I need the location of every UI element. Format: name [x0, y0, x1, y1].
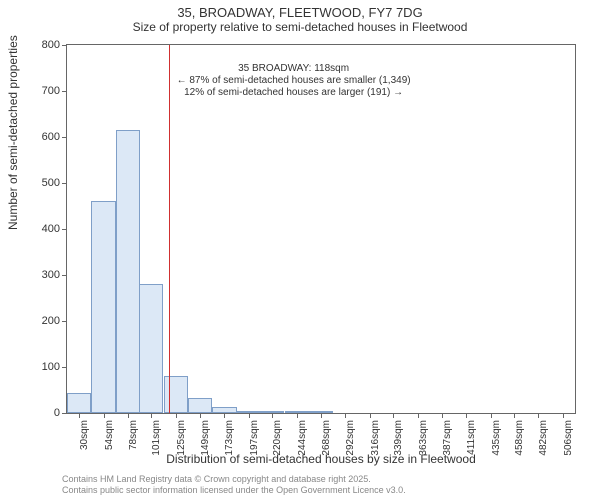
xtick-mark	[345, 414, 346, 418]
xtick-mark	[538, 414, 539, 418]
ytick-mark	[62, 45, 66, 46]
xtick-label: 54sqm	[104, 420, 115, 460]
xtick-mark	[442, 414, 443, 418]
ytick-label: 100	[42, 361, 60, 373]
xtick-label: 363sqm	[418, 420, 429, 460]
xtick-mark	[200, 414, 201, 418]
xtick-label: 78sqm	[128, 420, 139, 460]
ytick-label: 0	[54, 407, 60, 419]
xtick-label: 149sqm	[200, 420, 211, 460]
ytick-mark	[62, 229, 66, 230]
histogram-bar	[139, 284, 163, 413]
ytick-mark	[62, 183, 66, 184]
title-block: 35, BROADWAY, FLEETWOOD, FY7 7DG Size of…	[0, 5, 600, 34]
xtick-label: 482sqm	[538, 420, 549, 460]
histogram-bar	[91, 201, 115, 413]
ytick-label: 500	[42, 177, 60, 189]
annotation-line3: 12% of semi-detached houses are larger (…	[177, 87, 411, 99]
xtick-mark	[224, 414, 225, 418]
xtick-mark	[79, 414, 80, 418]
xtick-mark	[563, 414, 564, 418]
xtick-mark	[272, 414, 273, 418]
xtick-label: 220sqm	[272, 420, 283, 460]
xtick-label: 173sqm	[224, 420, 235, 460]
xtick-label: 435sqm	[491, 420, 502, 460]
xtick-mark	[249, 414, 250, 418]
chart-title-line1: 35, BROADWAY, FLEETWOOD, FY7 7DG	[0, 5, 600, 20]
xtick-label: 458sqm	[514, 420, 525, 460]
xtick-mark	[370, 414, 371, 418]
chart-title-line2: Size of property relative to semi-detach…	[0, 20, 600, 34]
annotation-line2: ← 87% of semi-detached houses are smalle…	[177, 75, 411, 87]
xtick-label: 125sqm	[176, 420, 187, 460]
ytick-mark	[62, 413, 66, 414]
histogram-bar	[188, 398, 212, 413]
y-axis-label: Number of semi-detached properties	[6, 35, 20, 230]
xtick-label: 411sqm	[466, 420, 477, 460]
histogram-bar	[67, 393, 91, 413]
xtick-label: 387sqm	[442, 420, 453, 460]
xtick-mark	[466, 414, 467, 418]
ytick-mark	[62, 367, 66, 368]
chart-container: 35, BROADWAY, FLEETWOOD, FY7 7DG Size of…	[0, 0, 600, 500]
xtick-mark	[176, 414, 177, 418]
xtick-mark	[297, 414, 298, 418]
xtick-label: 268sqm	[321, 420, 332, 460]
xtick-mark	[491, 414, 492, 418]
xtick-label: 244sqm	[297, 420, 308, 460]
histogram-bar	[164, 376, 188, 413]
xtick-mark	[514, 414, 515, 418]
xtick-label: 197sqm	[249, 420, 260, 460]
ytick-label: 300	[42, 269, 60, 281]
xtick-label: 316sqm	[370, 420, 381, 460]
xtick-label: 292sqm	[345, 420, 356, 460]
xtick-mark	[128, 414, 129, 418]
histogram-bar	[237, 411, 261, 413]
histogram-bar	[309, 411, 333, 413]
plot-area: 35 BROADWAY: 118sqm← 87% of semi-detache…	[66, 44, 576, 414]
histogram-bar	[285, 411, 309, 413]
xtick-label: 506sqm	[563, 420, 574, 460]
reference-line	[169, 45, 170, 413]
xtick-mark	[418, 414, 419, 418]
xtick-mark	[151, 414, 152, 418]
histogram-bar	[260, 411, 284, 413]
ytick-mark	[62, 321, 66, 322]
histogram-bar	[116, 130, 140, 413]
footer-line1: Contains HM Land Registry data © Crown c…	[62, 474, 406, 485]
xtick-label: 101sqm	[151, 420, 162, 460]
chart-footer: Contains HM Land Registry data © Crown c…	[62, 474, 406, 496]
xtick-mark	[393, 414, 394, 418]
xtick-label: 339sqm	[393, 420, 404, 460]
xtick-mark	[104, 414, 105, 418]
ytick-mark	[62, 137, 66, 138]
ytick-label: 600	[42, 131, 60, 143]
ytick-label: 200	[42, 315, 60, 327]
xtick-mark	[321, 414, 322, 418]
ytick-mark	[62, 275, 66, 276]
ytick-mark	[62, 91, 66, 92]
ytick-label: 700	[42, 85, 60, 97]
ytick-label: 800	[42, 39, 60, 51]
ytick-label: 400	[42, 223, 60, 235]
histogram-bar	[212, 407, 236, 413]
xtick-label: 30sqm	[79, 420, 90, 460]
annotation-block: 35 BROADWAY: 118sqm← 87% of semi-detache…	[177, 63, 411, 99]
annotation-line1: 35 BROADWAY: 118sqm	[177, 63, 411, 75]
footer-line2: Contains public sector information licen…	[62, 485, 406, 496]
